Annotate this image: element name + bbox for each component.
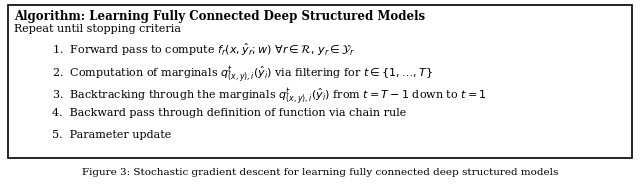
Text: 1.  Forward pass to compute $f_r(x, \hat{y}_r; w)$ $\forall r \in \mathcal{R},\,: 1. Forward pass to compute $f_r(x, \hat{… — [52, 42, 355, 58]
Text: 3.  Backtracking through the marginals $q^t_{(x,y),i}(\hat{y}_i)$ from $t = T-1$: 3. Backtracking through the marginals $q… — [52, 86, 486, 107]
Text: 2.  Computation of marginals $q^t_{(x,y),i}(\hat{y}_i)$ via filtering for $t \in: 2. Computation of marginals $q^t_{(x,y),… — [52, 64, 433, 85]
Text: Repeat until stopping criteria: Repeat until stopping criteria — [14, 24, 181, 34]
Text: Algorithm: Learning Fully Connected Deep Structured Models: Algorithm: Learning Fully Connected Deep… — [14, 10, 425, 23]
Bar — [8, 5, 632, 158]
Text: 4.  Backward pass through definition of function via chain rule: 4. Backward pass through definition of f… — [52, 108, 406, 118]
Text: 5.  Parameter update: 5. Parameter update — [52, 130, 172, 140]
Text: Figure 3: Stochastic gradient descent for learning fully connected deep structur: Figure 3: Stochastic gradient descent fo… — [82, 168, 558, 177]
